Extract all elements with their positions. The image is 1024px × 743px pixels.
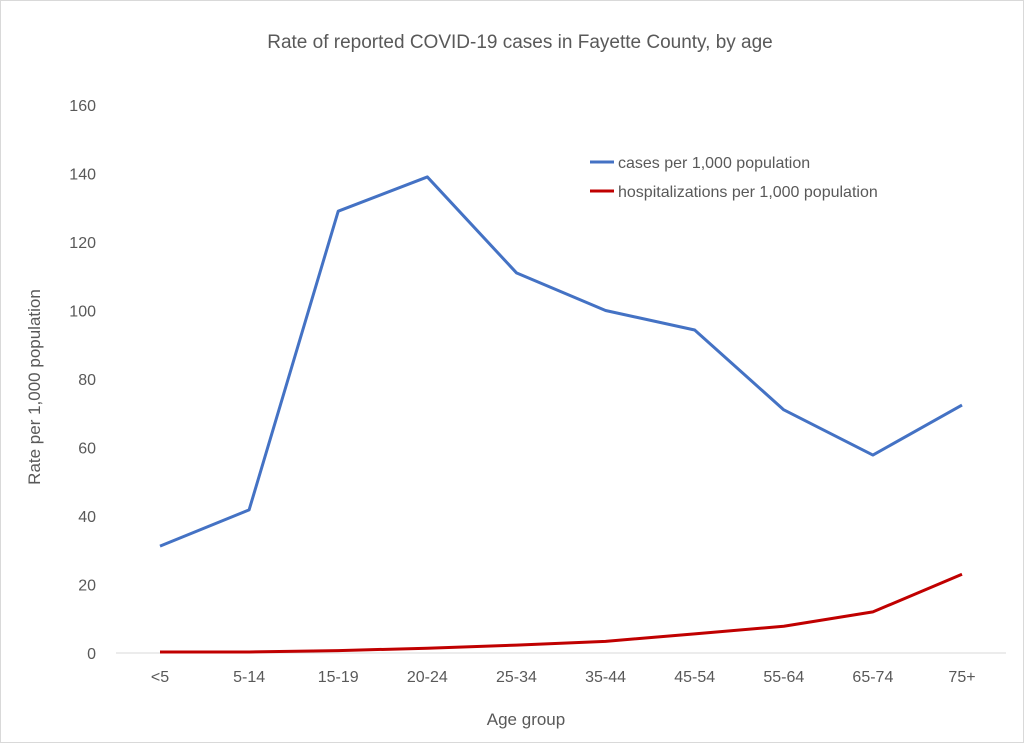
- x-tick-label: <5: [151, 669, 169, 686]
- y-tick-label: 20: [78, 578, 96, 595]
- x-axis-label: Age group: [487, 710, 565, 729]
- y-tick-label: 60: [78, 441, 96, 458]
- legend-label: cases per 1,000 population: [618, 155, 810, 172]
- x-tick-label: 65-74: [852, 669, 893, 686]
- x-tick-label: 35-44: [585, 669, 626, 686]
- x-tick-label: 15-19: [318, 669, 359, 686]
- y-tick-label: 40: [78, 509, 96, 526]
- y-tick-label: 100: [69, 304, 96, 321]
- y-tick-label: 0: [87, 646, 96, 663]
- y-tick-label: 120: [69, 235, 96, 252]
- series-line-0: [159, 175, 963, 548]
- chart-title: Rate of reported COVID-19 cases in Fayet…: [267, 32, 773, 53]
- x-tick-label: 25-34: [496, 669, 537, 686]
- x-tick-label: 45-54: [674, 669, 715, 686]
- x-tick-label: 5-14: [233, 669, 265, 686]
- series-line-1: [160, 572, 963, 654]
- y-tick-label: 160: [69, 98, 96, 115]
- x-tick-label: 55-64: [763, 669, 804, 686]
- legend-label: hospitalizations per 1,000 population: [618, 184, 878, 201]
- x-tick-label: 75+: [948, 669, 975, 686]
- y-tick-label: 140: [69, 167, 96, 184]
- x-tick-label: 20-24: [407, 669, 448, 686]
- y-tick-label: 80: [78, 372, 96, 389]
- y-axis-label: Rate per 1,000 population: [25, 289, 44, 485]
